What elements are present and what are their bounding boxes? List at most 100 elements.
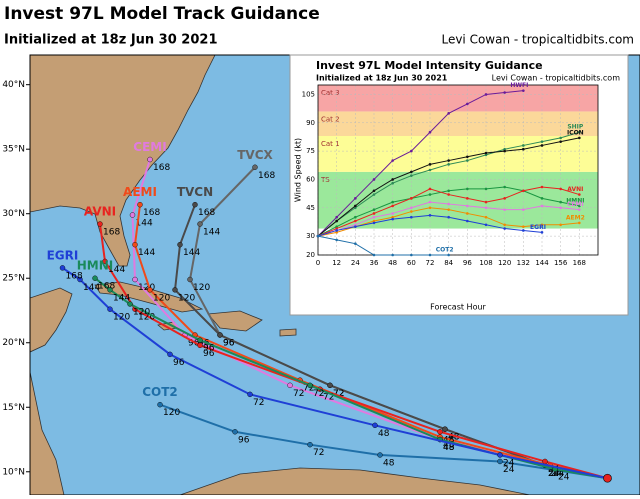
forecast-hour-label: 168 [103,228,120,238]
track-name: COT2 [142,385,178,399]
track-name: HMNI [77,259,114,273]
forecast-hour-label: 168 [143,208,160,218]
track-point [217,332,223,338]
intensity-point [466,159,469,162]
track-point [372,422,378,429]
track-point [157,401,163,408]
intensity-point [335,227,338,230]
intensity-point [522,189,525,193]
intensity-point [522,147,525,151]
track-start-segment [499,454,608,480]
land [30,55,531,495]
category-band [318,85,598,112]
y-tick-label: 90 [306,119,315,127]
y-axis-label: Wind Speed (kt) [294,138,303,202]
track-name: EGRI [47,248,79,262]
intensity-point [484,153,488,157]
y-tick-label: 60 [306,175,315,183]
x-tick-label: 108 [479,259,492,267]
intensity-point [410,210,413,213]
y-tick-label: 20 [306,251,315,259]
forecast-hour-label: 120 [178,293,195,303]
intensity-point [540,231,544,234]
forecast-hour-label: 96 [198,339,210,349]
intensity-point [410,149,413,153]
intensity-point [335,219,338,223]
track-point [187,276,193,283]
intensity-point [540,140,544,143]
intensity-point [447,253,450,257]
forecast-hour-label: 48 [383,459,395,469]
forecast-hour-label: 48 [448,433,460,443]
y-tick-label: 105 [302,90,315,98]
intensity-point [578,204,581,208]
forecast-hour-label: 48 [443,435,455,445]
intensity-point [372,221,376,225]
subtitle: Initialized at 18z Jun 30 2021 [4,33,217,48]
forecast-hour-label: 96 [203,344,215,354]
intensity-point [503,223,506,227]
track-point [92,275,98,281]
series-label: EGRI [530,224,546,231]
intensity-point [559,200,562,204]
inset-title: Invest 97L Model Intensity Guidance [316,59,543,72]
intensity-point [428,193,432,196]
forecast-hour-label: 24 [503,465,515,475]
intensity-point [428,187,432,191]
intensity-point [447,163,450,166]
forecast-hour-label: 120 [133,308,150,318]
track-point [147,156,153,163]
y-tick-label: 75 [306,147,315,155]
hispaniola [207,310,263,332]
intensity-point [466,219,469,223]
forecast-hour-label: 168 [66,271,83,281]
title: Invest 97L Model Track Guidance [4,4,320,24]
intensity-point [540,197,544,200]
intensity-point [447,202,450,206]
intensity-point [447,215,450,219]
intensity-point [372,212,376,215]
forecast-hour-label: 72 [253,398,264,408]
intensity-point [391,212,394,215]
forecast-hour-label: 72 [293,389,304,399]
forecast-hour-label: 144 [113,293,130,303]
intensity-point [354,223,357,227]
intensity-point [410,197,413,200]
intensity-point [391,181,394,185]
track-point [137,201,143,208]
intensity-point [335,229,338,232]
intensity-point [447,189,450,193]
track-point [127,301,133,307]
series-label: AVNI [567,186,583,193]
track-point [252,164,258,170]
forecast-hour-label: 168 [258,171,275,181]
track-name: CEMI [133,140,166,154]
intensity-point [410,206,413,210]
mexico [30,287,73,353]
intensity-point [503,185,506,189]
intensity-point [354,242,357,245]
intensity-point [391,204,394,208]
x-tick-label: 132 [517,259,530,267]
x-tick-label: 24 [351,259,360,267]
puerto-rico [279,328,297,337]
intensity-point [522,225,525,228]
track-name: TVCX [237,148,273,162]
forecast-hour-label: 24 [551,469,563,479]
forecast-hour-label: 120 [163,408,180,418]
track-point [102,258,108,265]
forecast-hour-label: 96 [238,435,250,445]
track-point [77,276,83,283]
intensity-point [522,208,525,211]
intensity-point [540,144,544,147]
intensity-point [316,234,320,238]
forecast-hour-label: 96 [223,339,235,349]
x-axis-label: Forecast Hour [430,303,486,312]
category-label: Cat 1 [321,140,340,148]
intensity-point [466,212,469,215]
intensity-point [466,102,469,106]
track-point [59,265,66,271]
x-tick-label: 156 [554,259,568,267]
